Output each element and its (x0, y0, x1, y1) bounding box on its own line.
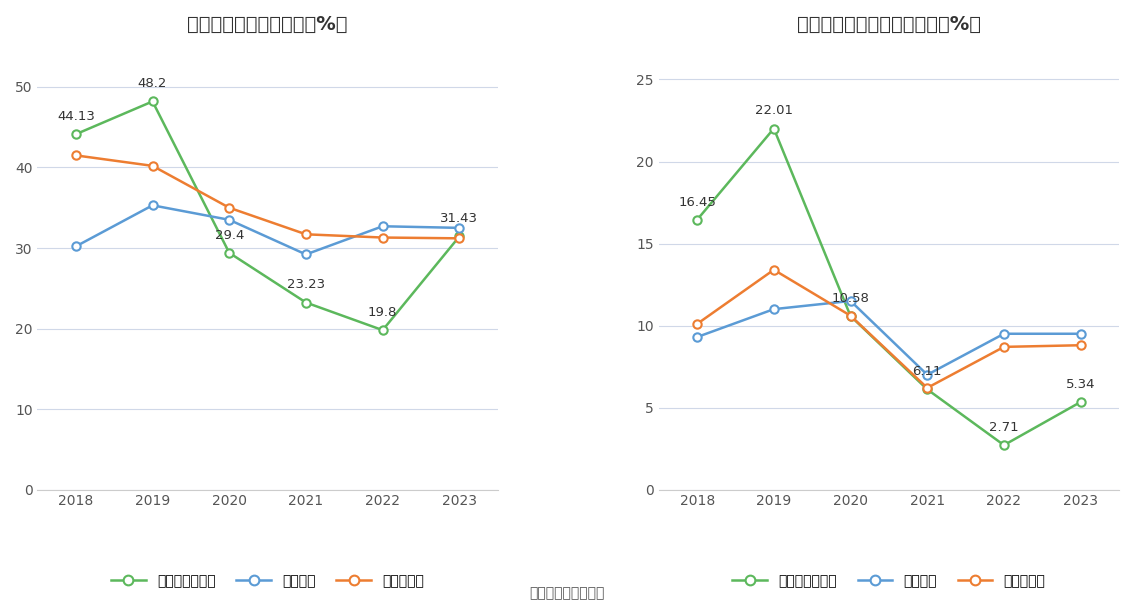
Legend: 有息资产负债率, 行业均值, 行业中位数: 有息资产负债率, 行业均值, 行业中位数 (727, 569, 1051, 594)
行业均值 (222, 216, 236, 223)
公司资产负债率 (375, 326, 389, 334)
行业均值 (691, 334, 704, 341)
行业均值 (997, 330, 1010, 337)
Text: 29.4: 29.4 (214, 229, 244, 242)
有息资产负债率 (767, 125, 780, 132)
有息资产负债率 (844, 312, 857, 319)
行业中位数 (844, 312, 857, 319)
公司资产负债率 (452, 233, 466, 240)
Text: 22.01: 22.01 (755, 105, 793, 118)
行业均值 (146, 201, 160, 209)
Line: 行业中位数: 行业中位数 (693, 266, 1085, 392)
行业均值 (767, 305, 780, 313)
行业中位数 (997, 343, 1010, 351)
行业中位数 (222, 204, 236, 211)
Line: 行业中位数: 行业中位数 (71, 151, 464, 242)
行业均值 (452, 224, 466, 231)
行业均值 (69, 243, 83, 250)
Text: 数据来源：恒生聚源: 数据来源：恒生聚源 (530, 586, 604, 600)
Title: 近年来资产负债率情况（%）: 近年来资产负债率情况（%） (187, 15, 348, 34)
行业均值 (375, 223, 389, 230)
Line: 行业均值: 行业均值 (693, 297, 1085, 379)
行业中位数 (1074, 341, 1088, 349)
有息资产负债率 (691, 216, 704, 223)
公司资产负债率 (299, 299, 313, 306)
Line: 公司资产负债率: 公司资产负债率 (71, 97, 464, 334)
有息资产负债率 (1074, 398, 1088, 406)
Text: 10.58: 10.58 (831, 292, 870, 305)
公司资产负债率 (146, 98, 160, 105)
行业中位数 (921, 384, 934, 392)
Text: 48.2: 48.2 (138, 77, 167, 91)
Title: 近年来有息资产负债率情况（%）: 近年来有息资产负债率情况（%） (797, 15, 981, 34)
行业中位数 (375, 234, 389, 241)
行业中位数 (767, 266, 780, 274)
行业中位数 (299, 231, 313, 238)
公司资产负债率 (222, 249, 236, 256)
Line: 有息资产负债率: 有息资产负债率 (693, 124, 1085, 449)
行业均值 (844, 297, 857, 305)
Line: 行业均值: 行业均值 (71, 201, 464, 259)
Text: 23.23: 23.23 (287, 278, 325, 291)
行业均值 (299, 251, 313, 258)
有息资产负债率 (997, 441, 1010, 449)
行业中位数 (146, 162, 160, 170)
Text: 19.8: 19.8 (367, 306, 397, 319)
行业均值 (1074, 330, 1088, 337)
有息资产负债率 (921, 386, 934, 393)
行业中位数 (69, 152, 83, 159)
Text: 44.13: 44.13 (57, 110, 95, 123)
Legend: 公司资产负债率, 行业均值, 行业中位数: 公司资产负债率, 行业均值, 行业中位数 (105, 569, 430, 594)
Text: 6.11: 6.11 (913, 365, 942, 378)
Text: 2.71: 2.71 (989, 421, 1018, 434)
Text: 31.43: 31.43 (440, 212, 479, 225)
Text: 5.34: 5.34 (1066, 378, 1095, 391)
行业中位数 (452, 234, 466, 242)
公司资产负债率 (69, 130, 83, 138)
行业中位数 (691, 320, 704, 327)
Text: 16.45: 16.45 (678, 196, 716, 209)
行业均值 (921, 371, 934, 378)
